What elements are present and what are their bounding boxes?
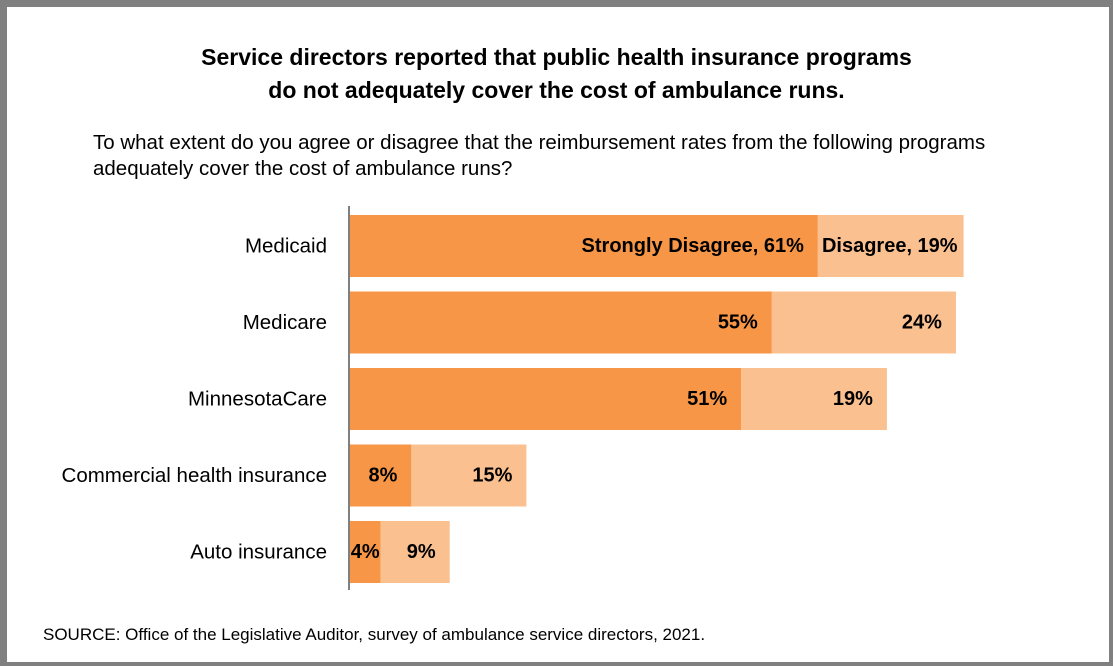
- chart-title: Service directors reported that public h…: [201, 44, 912, 103]
- data-label-strongly-disagree-commercial-health-insurance: 8%: [368, 465, 397, 487]
- data-label-strongly-disagree-minnesotacare: 51%: [687, 388, 727, 410]
- category-label-commercial-health-insurance: Commercial health insurance: [62, 464, 327, 487]
- bar-strongly-disagree-auto-insurance: [350, 521, 381, 583]
- bar-strongly-disagree-minnesotacare: [350, 368, 742, 430]
- category-label-minnesotacare: MinnesotaCare: [188, 388, 327, 411]
- category-label-medicaid: Medicaid: [245, 235, 327, 258]
- bar-disagree-medicaid: [817, 215, 964, 277]
- bar-disagree-medicare: [771, 291, 956, 354]
- data-label-disagree-medicare: 24%: [902, 312, 942, 334]
- data-label-strongly-disagree-auto-insurance: 4%: [351, 541, 380, 563]
- source-note: SOURCE: Office of the Legislative Audito…: [43, 625, 706, 644]
- category-label-auto-insurance: Auto insurance: [190, 541, 327, 564]
- bar-strongly-disagree-medicaid: [350, 215, 818, 277]
- data-label-disagree-commercial-health-insurance: 15%: [472, 465, 512, 487]
- chart-subtitle: To what extent do you agree or disagree …: [93, 131, 986, 180]
- bar-disagree-minnesotacare: [741, 368, 887, 430]
- category-label-medicare: Medicare: [243, 311, 327, 334]
- data-label-disagree-minnesotacare: 19%: [833, 388, 873, 410]
- data-label-strongly-disagree-medicare: 55%: [718, 312, 758, 334]
- bar-strongly-disagree-medicare: [350, 291, 772, 354]
- data-label-strongly-disagree-medicaid: Strongly Disagree, 61%: [582, 235, 805, 257]
- bar-disagree-commercial-health-insurance: [411, 444, 527, 507]
- data-label-disagree-medicaid: Disagree, 19%: [822, 235, 958, 257]
- data-label-disagree-auto-insurance: 9%: [407, 541, 436, 563]
- bar-strongly-disagree-commercial-health-insurance: [350, 444, 412, 507]
- bar-disagree-auto-insurance: [380, 521, 450, 583]
